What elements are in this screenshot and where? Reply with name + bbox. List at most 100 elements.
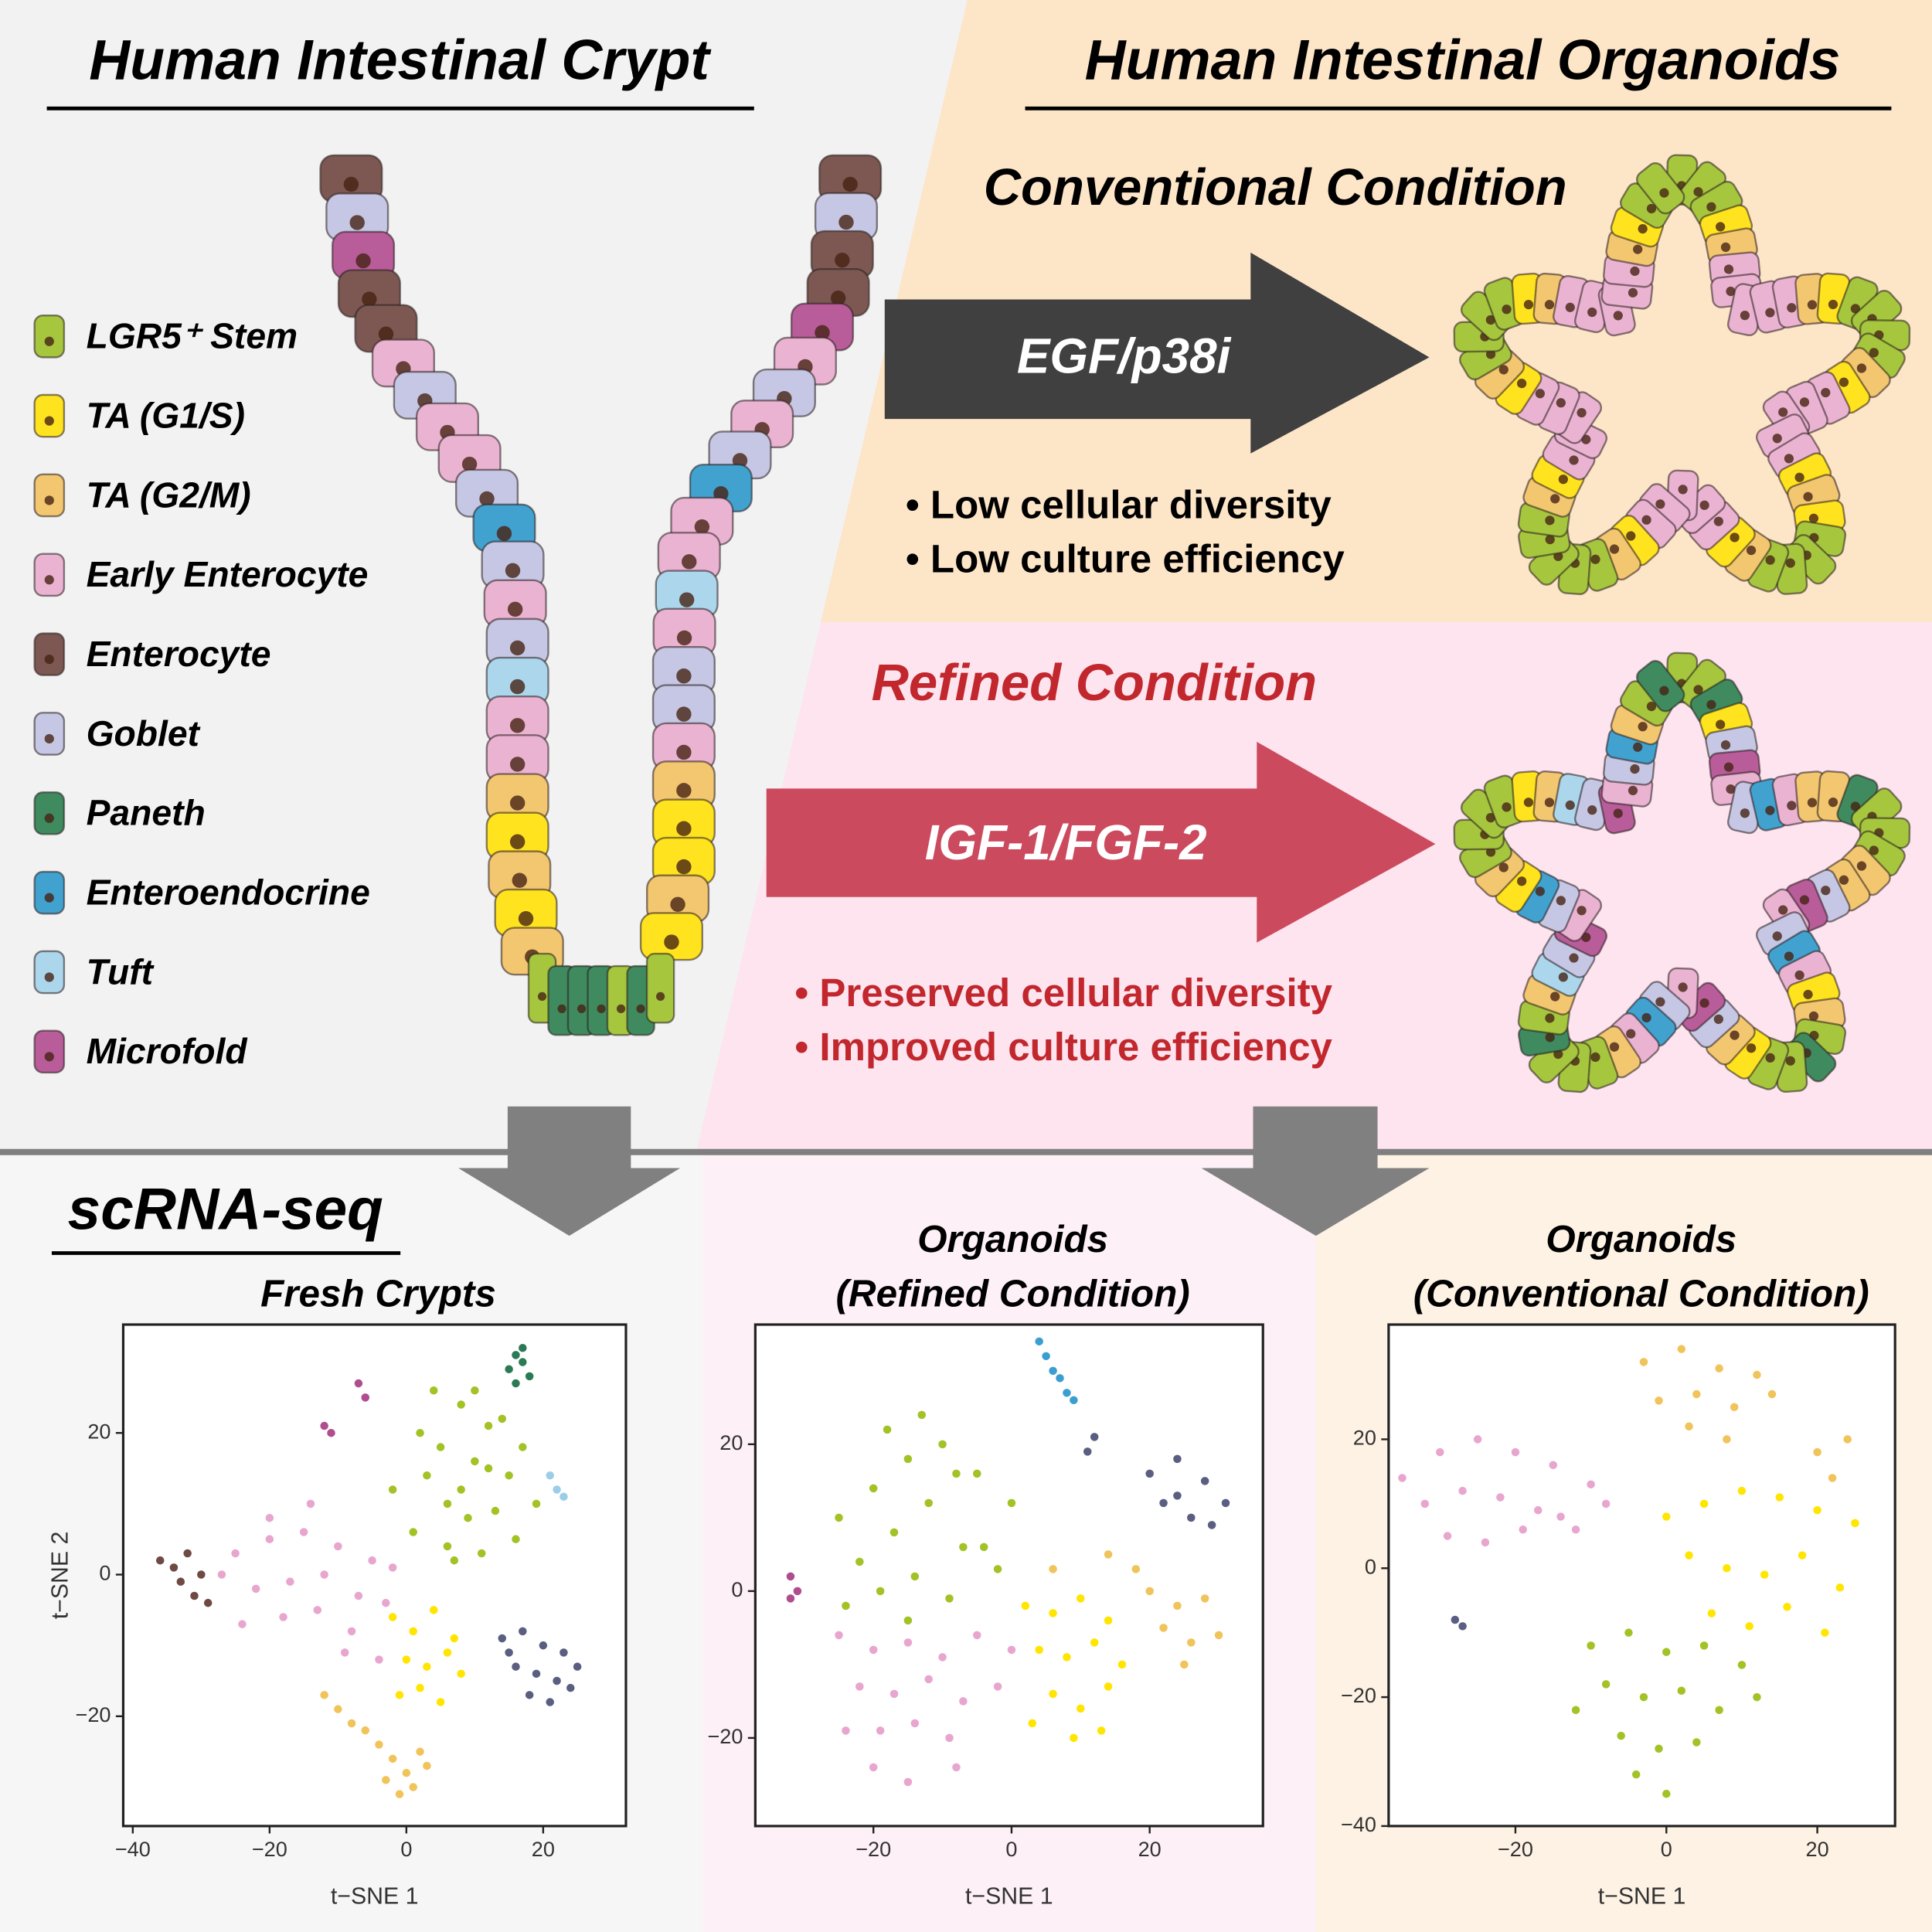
y-tick-label: 0 xyxy=(99,1561,111,1585)
cell-body xyxy=(33,553,66,597)
nucleus xyxy=(1556,398,1566,408)
nucleus xyxy=(1716,719,1726,730)
nucleus xyxy=(679,592,695,607)
nucleus xyxy=(1626,1029,1636,1039)
point xyxy=(484,1421,493,1430)
nucleus xyxy=(1828,299,1838,310)
nucleus xyxy=(1807,798,1818,808)
point xyxy=(334,1542,342,1551)
point xyxy=(320,1570,328,1579)
x-tick-label: 20 xyxy=(1806,1837,1829,1861)
point xyxy=(169,1563,179,1572)
point xyxy=(855,1557,864,1566)
point xyxy=(409,1627,417,1636)
point xyxy=(1783,1603,1791,1611)
nucleus xyxy=(509,640,526,656)
nucleus xyxy=(835,252,850,268)
plot-frame xyxy=(753,1323,1264,1828)
nucleus xyxy=(1565,302,1575,312)
nucleus xyxy=(1869,348,1879,358)
treatment-label: EGF/p38i xyxy=(1017,328,1232,383)
nucleus xyxy=(1655,997,1665,1007)
nucleus xyxy=(1765,308,1775,318)
point xyxy=(972,1469,981,1478)
section-title: Human Intestinal Crypt xyxy=(89,28,711,91)
nucleus xyxy=(355,253,371,269)
nucleus xyxy=(1558,972,1568,982)
cell xyxy=(472,503,536,553)
point xyxy=(354,1591,363,1600)
point xyxy=(560,1648,568,1657)
nucleus xyxy=(1577,407,1587,418)
point xyxy=(1221,1498,1230,1508)
nucleus xyxy=(1498,365,1509,375)
nucleus xyxy=(1545,515,1555,526)
point xyxy=(505,1471,513,1480)
nucleus xyxy=(1633,742,1643,752)
cell xyxy=(818,154,883,203)
bullet: • Low cellular diversity xyxy=(906,482,1332,526)
cell-body xyxy=(33,632,66,676)
nucleus xyxy=(1720,242,1731,252)
point xyxy=(945,1594,954,1603)
point xyxy=(238,1620,247,1628)
nucleus xyxy=(44,1052,54,1062)
nucleus xyxy=(1772,434,1782,444)
point xyxy=(1049,1366,1057,1376)
nucleus xyxy=(479,491,495,507)
nucleus xyxy=(676,706,692,722)
y-tick-label: −20 xyxy=(76,1702,111,1726)
nucleus xyxy=(1821,886,1831,896)
point xyxy=(231,1549,240,1558)
point xyxy=(566,1683,575,1692)
nucleus xyxy=(537,992,547,1002)
nucleus xyxy=(362,291,377,307)
nucleus xyxy=(509,757,526,772)
point xyxy=(1828,1474,1837,1482)
point xyxy=(505,1648,513,1657)
point xyxy=(388,1754,397,1764)
point xyxy=(1821,1628,1829,1637)
point xyxy=(1556,1512,1565,1521)
point xyxy=(1549,1461,1558,1470)
treatment-label: IGF-1/FGF-2 xyxy=(925,815,1207,870)
legend-label: Microfold xyxy=(87,1031,249,1071)
nucleus xyxy=(1699,998,1709,1009)
y-tick-label: −20 xyxy=(1341,1683,1376,1707)
nucleus xyxy=(518,910,534,927)
nucleus xyxy=(1590,1052,1600,1063)
point xyxy=(388,1563,397,1572)
nucleus xyxy=(1778,905,1788,915)
nucleus xyxy=(1799,397,1810,407)
nucleus xyxy=(1746,546,1757,556)
point xyxy=(1767,1389,1777,1399)
nucleus xyxy=(1785,1056,1795,1066)
nucleus xyxy=(1613,311,1623,321)
point xyxy=(491,1506,500,1515)
point xyxy=(395,1790,404,1798)
point xyxy=(952,1469,961,1478)
nucleus xyxy=(509,834,526,849)
nucleus xyxy=(676,668,692,684)
point xyxy=(1035,1337,1043,1346)
point xyxy=(1587,1480,1595,1489)
point xyxy=(382,1598,390,1607)
panel-title: Organoids xyxy=(917,1218,1108,1260)
x-tick-label: 0 xyxy=(400,1837,412,1861)
point xyxy=(190,1591,199,1600)
nucleus xyxy=(1587,805,1597,815)
nucleus xyxy=(44,495,54,505)
point xyxy=(375,1740,383,1749)
point xyxy=(457,1669,465,1679)
point xyxy=(1813,1447,1821,1457)
point xyxy=(1007,1498,1016,1508)
nucleus xyxy=(1784,951,1794,961)
point xyxy=(1571,1525,1580,1534)
nucleus xyxy=(1699,500,1709,510)
nucleus xyxy=(1590,554,1600,564)
point xyxy=(1090,1638,1099,1647)
plot-frame xyxy=(1387,1323,1896,1828)
y-tick-label: −40 xyxy=(1341,1812,1376,1836)
point xyxy=(1173,1454,1182,1464)
nucleus xyxy=(1545,535,1555,545)
